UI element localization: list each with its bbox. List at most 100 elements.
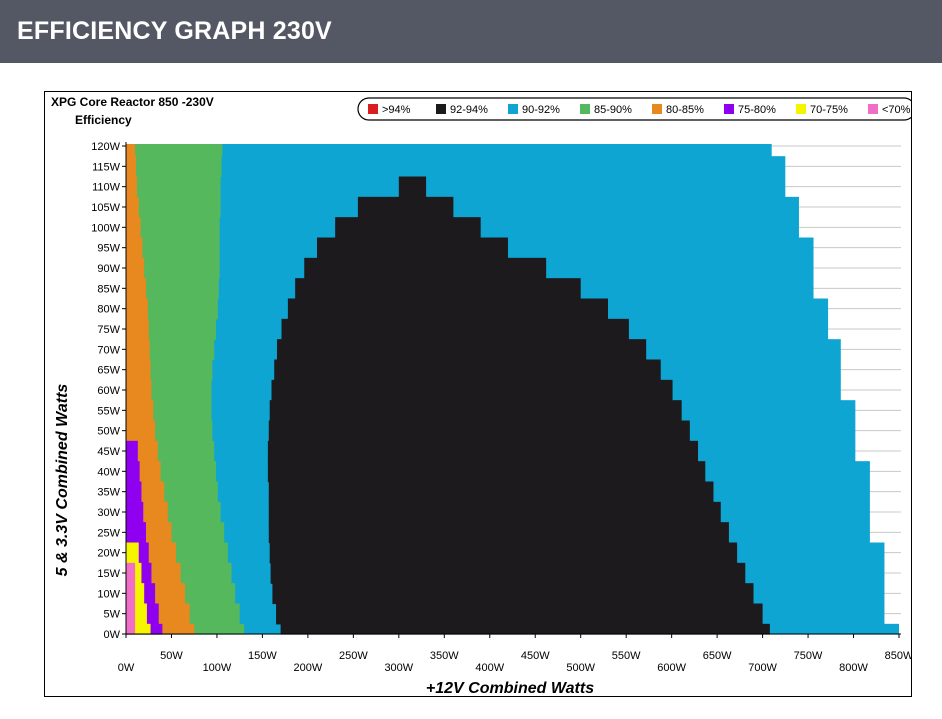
region-92-94 — [274, 359, 661, 381]
y-tick-label: 65W — [97, 365, 120, 377]
y-tick-label: 50W — [97, 426, 120, 438]
y-tick-label: 100W — [91, 222, 120, 234]
region-92-94 — [270, 562, 746, 584]
legend-label: 90-92% — [522, 104, 560, 116]
chart-title: XPG Core Reactor 850 -230V — [51, 95, 214, 109]
y-tick-label: 120W — [91, 141, 120, 153]
region-80-85 — [126, 237, 143, 259]
legend-swatch — [436, 104, 446, 114]
region-92-94 — [269, 400, 682, 422]
region-75-80 — [126, 440, 138, 462]
page-header: EFFICIENCY GRAPH 230V — [0, 0, 942, 63]
region-92-94 — [335, 217, 481, 239]
region-92-94 — [267, 461, 706, 483]
region-85-90 — [126, 278, 219, 300]
x-axis-label: +12V Combined Watts — [426, 680, 594, 696]
legend-swatch — [724, 104, 734, 114]
x-tick-label: 250W — [339, 650, 368, 662]
region-90-92 — [126, 176, 786, 198]
region-92-94 — [268, 420, 690, 442]
region-under-70 — [126, 603, 136, 625]
efficiency-chart: 0W 5W 10W 15W 20W 25W 30W 35W 40W 45W 50W 55W 60W 65W… — [51, 95, 911, 696]
legend-swatch — [508, 104, 518, 114]
legend-label: 75-80% — [738, 104, 776, 116]
y-axis-label: 5 & 3.3V Combined Watts — [54, 384, 71, 577]
region-75-80 — [126, 501, 144, 523]
y-tick-label: 5W — [104, 609, 121, 621]
x-tick-label: 200W — [294, 662, 323, 674]
region-92-94 — [276, 603, 763, 625]
y-tick-label: 45W — [97, 446, 120, 458]
region-80-85 — [126, 144, 136, 157]
legend-swatch — [652, 104, 662, 114]
region-92-94 — [268, 501, 721, 523]
region-90-92 — [126, 144, 772, 157]
chart-legend: >94% 92-94% 90-92% 85-90% 80-85% 75-80% 70-75%… — [357, 97, 911, 121]
y-tick-label: 20W — [97, 548, 120, 560]
region-85-90 — [126, 217, 220, 239]
region-85-90 — [126, 237, 220, 259]
region-85-90 — [126, 144, 223, 157]
y-tick-label: 105W — [91, 202, 120, 214]
region-92-94 — [268, 522, 729, 544]
region-85-90 — [126, 196, 221, 218]
y-tick-label: 10W — [97, 588, 120, 600]
y-tick-label: 115W — [92, 161, 121, 173]
x-tick-label: 350W — [430, 650, 459, 662]
x-tick-label: 100W — [203, 662, 232, 674]
x-tick-label: 400W — [475, 662, 504, 674]
region-under-70 — [126, 623, 136, 635]
region-80-85 — [126, 339, 150, 361]
chart-subtitle: Efficiency — [75, 113, 132, 127]
region-92-94 — [269, 542, 738, 564]
region-80-85 — [126, 156, 137, 178]
region-75-80 — [126, 461, 140, 483]
legend-label: 80-85% — [666, 104, 704, 116]
region-92-94 — [271, 379, 673, 401]
region-80-85 — [126, 420, 156, 442]
x-tick-label: 0W — [118, 662, 135, 674]
region-92-94 — [357, 196, 454, 218]
region-92-94 — [304, 257, 547, 279]
region-under-70 — [126, 562, 136, 584]
y-tick-label: 55W — [97, 405, 120, 417]
legend-swatch — [796, 104, 806, 114]
region-80-85 — [126, 298, 148, 320]
region-90-92 — [126, 156, 786, 178]
region-92-94 — [398, 176, 427, 198]
region-75-80 — [126, 522, 147, 544]
y-tick-label: 80W — [97, 304, 120, 316]
region-92-94 — [316, 237, 508, 259]
legend-label: <70% — [882, 104, 911, 116]
legend-label: 70-75% — [810, 104, 848, 116]
region-80-85 — [126, 196, 139, 218]
region-92-94 — [267, 440, 699, 462]
chart-frame: 0W 5W 10W 15W 20W 25W 30W 35W 40W 45W 50W 55W 60W 65W… — [44, 91, 912, 697]
region-85-90 — [126, 257, 220, 279]
y-tick-label: 90W — [97, 263, 120, 275]
region-92-94 — [295, 278, 581, 300]
x-tick-label: 450W — [521, 650, 550, 662]
region-92-94 — [287, 298, 608, 320]
y-tick-label: 60W — [97, 385, 120, 397]
y-tick-label: 40W — [97, 466, 120, 478]
x-tick-label: 300W — [384, 662, 413, 674]
x-tick-label: 800W — [839, 662, 868, 674]
y-tick-label: 70W — [97, 344, 120, 356]
region-80-85 — [126, 379, 152, 401]
y-tick-label: 0W — [104, 629, 121, 641]
page-title: EFFICIENCY GRAPH 230V — [17, 17, 332, 45]
region-70-75 — [126, 542, 139, 564]
y-tick-label: 25W — [97, 527, 120, 539]
x-tick-label: 700W — [748, 662, 777, 674]
y-tick-label: 15W — [97, 568, 120, 580]
region-80-85 — [126, 318, 149, 340]
x-tick-label: 50W — [160, 650, 183, 662]
x-tick-label: 850W — [885, 650, 911, 662]
region-85-90 — [126, 176, 221, 198]
y-tick-labels: 0W 5W 10W 15W 20W 25W 30W 35W 40W 45W 50W 55W 60W 65W… — [91, 141, 126, 641]
legend-label: 92-94% — [450, 104, 488, 116]
region-90-92 — [126, 196, 799, 218]
legend-swatch — [368, 104, 378, 114]
legend-swatch — [580, 104, 590, 114]
